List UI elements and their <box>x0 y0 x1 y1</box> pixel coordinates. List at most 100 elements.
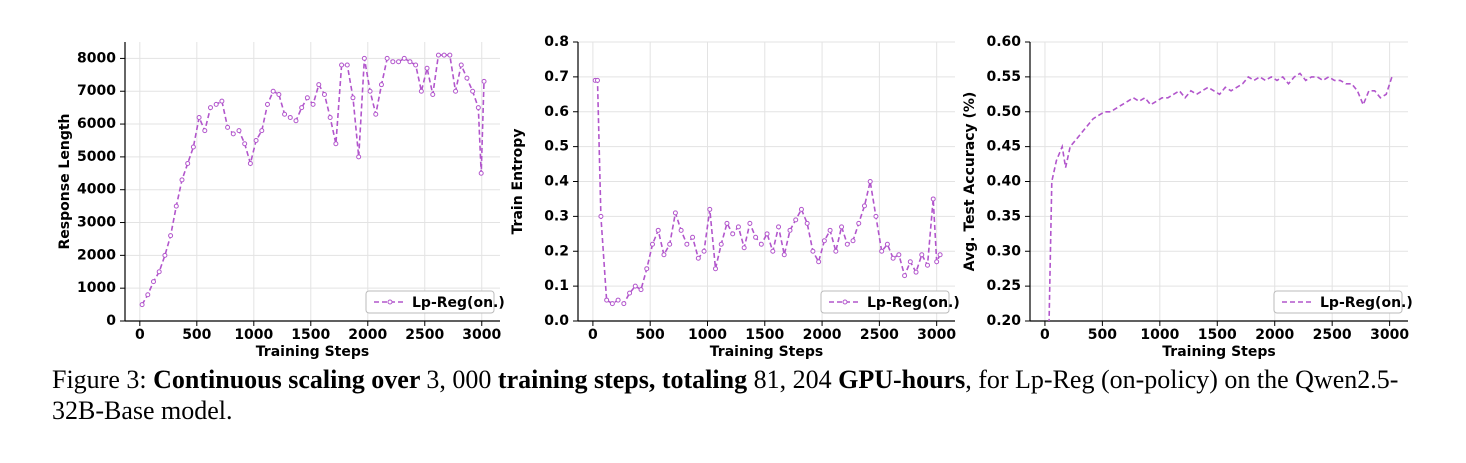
x-tick-label: 1500 <box>291 327 330 343</box>
data-point <box>839 224 845 230</box>
y-tick-label: 0.3 <box>544 208 569 224</box>
data-point <box>753 234 759 240</box>
data-point <box>179 177 185 183</box>
data-point <box>609 301 615 307</box>
data-point <box>621 301 627 307</box>
y-tick-label: 5000 <box>77 149 116 165</box>
data-point <box>627 290 633 296</box>
data-point <box>481 78 487 84</box>
x-axis-label: Training Steps <box>710 344 823 360</box>
x-tick-label: 500 <box>1088 327 1117 343</box>
data-point <box>407 59 413 65</box>
data-point <box>458 62 464 68</box>
chart: 0 1000 2000 3000 4000 5000 6000 7000 8000 0 500 100… <box>57 42 505 360</box>
y-tick-label: 0.5 <box>544 139 569 155</box>
data-point <box>185 160 191 166</box>
data-line <box>595 79 941 305</box>
data-point <box>236 128 242 134</box>
data-point <box>604 297 610 303</box>
data-point <box>810 248 816 254</box>
caption-part: GPU-hours <box>831 365 966 394</box>
data-point <box>655 227 661 233</box>
data-point <box>190 144 196 150</box>
x-tick-label: 2000 <box>803 327 842 343</box>
y-tick-label: 0.6 <box>544 104 569 120</box>
data-point <box>168 233 174 239</box>
data-point <box>145 292 151 298</box>
caption-part: 81, 204 <box>753 365 832 394</box>
data-point <box>804 220 810 226</box>
data-point <box>661 252 667 258</box>
data-line <box>1048 72 1393 321</box>
data-point <box>724 220 730 226</box>
data-point <box>913 269 919 275</box>
data-point <box>856 220 862 226</box>
data-point <box>287 114 293 120</box>
data-point <box>707 206 713 212</box>
x-tick-label: 1000 <box>1140 327 1179 343</box>
chart: 0.20 0.25 0.30 0.35 0.40 0.45 0.50 0.55 0.60 0 500… <box>962 34 1413 360</box>
data-point <box>781 252 787 258</box>
data-point <box>333 141 339 147</box>
x-tick-label: 2000 <box>1255 327 1294 343</box>
data-point <box>478 170 484 176</box>
data-point <box>196 114 202 120</box>
x-tick-label: 500 <box>636 327 665 343</box>
caption-part: , for Lp-Reg (on-policy) on the Qwen2.5-… <box>52 365 1399 425</box>
data-point <box>934 259 940 265</box>
data-point <box>464 75 470 81</box>
x-tick-label: 3000 <box>462 327 501 343</box>
data-point <box>247 160 253 166</box>
data-point <box>150 279 156 285</box>
data-line <box>141 54 485 305</box>
y-axis-label: Train Entropy <box>510 129 526 235</box>
data-point <box>390 59 396 65</box>
data-point <box>787 227 793 233</box>
x-tick-label: 3000 <box>1370 327 1409 343</box>
data-point <box>378 82 384 88</box>
data-point <box>470 88 476 94</box>
legend-marker <box>387 299 393 305</box>
x-tick-label: 0 <box>1040 327 1050 343</box>
x-tick-label: 2500 <box>860 327 899 343</box>
data-point <box>747 220 753 226</box>
x-tick-label: 1000 <box>234 327 273 343</box>
data-point <box>632 283 638 289</box>
data-point <box>253 137 259 143</box>
data-point <box>230 131 236 137</box>
y-tick-label: 0 <box>106 313 116 329</box>
data-point <box>741 245 747 251</box>
x-tick-label: 500 <box>182 327 211 343</box>
data-point <box>350 95 356 101</box>
x-tick-label: 0 <box>588 327 598 343</box>
data-point <box>441 52 447 58</box>
data-point <box>276 92 282 98</box>
y-axis-label: Avg. Test Accuracy (%) <box>962 92 978 272</box>
data-point <box>424 65 430 71</box>
data-point <box>907 259 913 265</box>
legend-label: Lp-Reg(on.) <box>1320 295 1413 311</box>
legend-label: Lp-Reg(on.) <box>412 295 505 311</box>
y-tick-label: 4000 <box>77 182 116 198</box>
x-tick-label: 1000 <box>688 327 727 343</box>
y-tick-label: 0.7 <box>544 69 569 85</box>
y-tick-label: 0.30 <box>986 243 1021 259</box>
data-point <box>373 111 379 117</box>
data-point <box>162 252 168 258</box>
x-tick-label: 0 <box>135 327 145 343</box>
data-point <box>816 259 822 265</box>
data-point <box>678 227 684 233</box>
y-tick-label: 0.45 <box>986 139 1021 155</box>
x-tick-label: 2500 <box>1313 327 1352 343</box>
data-point <box>418 88 424 94</box>
data-point <box>867 179 873 184</box>
legend-box <box>820 290 950 314</box>
y-tick-label: 0.35 <box>986 208 1021 224</box>
data-point <box>672 210 678 216</box>
data-point <box>219 98 225 104</box>
data-point <box>695 255 701 261</box>
legend-box <box>365 290 495 314</box>
y-tick-label: 0.25 <box>986 278 1021 294</box>
